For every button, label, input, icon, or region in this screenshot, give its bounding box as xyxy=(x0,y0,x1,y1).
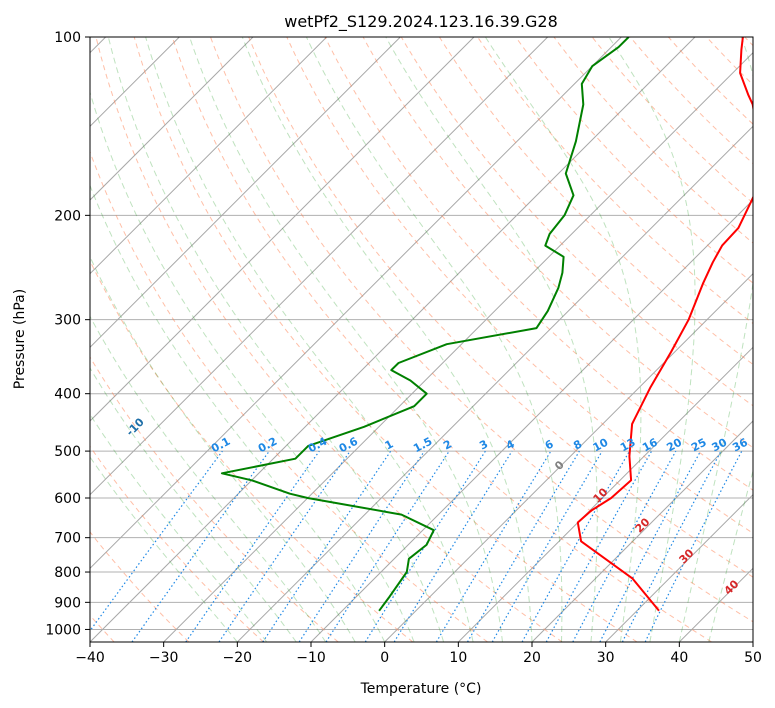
x-tick-label: 50 xyxy=(744,650,762,666)
isotherm-lines xyxy=(90,37,753,642)
mixing-ratio-line xyxy=(545,450,653,642)
mixing-ratio-line xyxy=(90,450,223,632)
x-tick-label: 0 xyxy=(380,650,389,666)
x-tick-label: 20 xyxy=(523,650,541,666)
moist-adiabat-line xyxy=(385,37,598,642)
x-tick-label: −40 xyxy=(75,650,105,666)
isotherm-line xyxy=(90,37,254,201)
sounding-series xyxy=(220,37,753,612)
mixing-ratio-line xyxy=(218,450,351,642)
plot-frame xyxy=(89,36,754,643)
y-tick-label: 800 xyxy=(54,565,81,581)
mixing-ratio-line xyxy=(521,450,631,642)
moist-adiabat-line xyxy=(90,413,268,642)
y-tick-label: 100 xyxy=(54,30,81,46)
isotherm-line xyxy=(90,37,622,570)
moist-adiabat-line xyxy=(484,37,642,642)
mixing-ratio-line xyxy=(491,450,603,642)
moist-adiabat-line xyxy=(305,37,563,642)
moist-adiabat-line xyxy=(678,37,753,642)
dry-adiabat-line xyxy=(95,37,563,642)
mixing-ratio-line xyxy=(435,450,552,642)
x-tick-label: 10 xyxy=(449,650,467,666)
mixing-ratio-label: 25 xyxy=(689,436,709,455)
mixing-ratio-label: 30 xyxy=(710,436,730,455)
dry-adiabat-line xyxy=(438,37,753,365)
y-tick-label: 400 xyxy=(54,387,81,403)
x-tick-label: 40 xyxy=(670,650,688,666)
dry-adiabat-line xyxy=(90,259,414,642)
y-tick-label: 500 xyxy=(54,444,81,460)
temperature-profile-line xyxy=(576,37,753,612)
dry-adiabat-line xyxy=(90,531,190,642)
isotherm-line xyxy=(605,493,753,642)
dry-adiabat-line xyxy=(133,37,638,642)
moist-adiabat-line xyxy=(189,37,503,642)
x-tick-label: −20 xyxy=(223,650,253,666)
mixing-ratio-label: 20 xyxy=(664,436,684,455)
isobar-lines xyxy=(90,37,753,630)
moist-adiabat-line xyxy=(107,37,445,642)
isotherm-line xyxy=(384,272,753,642)
mixing-ratio-label: 16 xyxy=(640,436,660,455)
x-tick-label: 30 xyxy=(597,650,615,666)
moist-adiabat-lines xyxy=(90,37,753,642)
moist-adiabat-line xyxy=(90,456,238,642)
mixing-ratio-line xyxy=(466,450,580,642)
x-axis-ticks: −40 −30 −20 −10 0 10 20 30 40 50 xyxy=(75,642,762,666)
y-axis-label: Pressure (hPa) xyxy=(12,289,28,389)
mixing-ratio-line xyxy=(185,450,320,642)
mixing-ratio-line xyxy=(131,450,270,642)
dry-adiabat-line xyxy=(362,37,753,449)
moist-adiabat-line xyxy=(90,184,386,642)
mixing-ratio-line xyxy=(572,450,677,642)
mixing-ratio-lines xyxy=(90,450,743,642)
moist-adiabat-line xyxy=(241,37,533,642)
y-axis-ticks: 1000 900 800 700 600 500 400 300 200 100 xyxy=(45,30,90,638)
isotherm-line xyxy=(457,346,753,642)
dry-adiabat-line xyxy=(286,37,753,534)
moist-adiabat-line xyxy=(90,255,356,642)
mixing-ratio-label: 13 xyxy=(618,436,638,455)
y-tick-label: 700 xyxy=(54,531,81,547)
moist-adiabat-line xyxy=(145,37,474,642)
mixing-ratio-label: 36 xyxy=(730,436,750,455)
y-tick-label: 900 xyxy=(54,595,81,611)
isotherm-line xyxy=(90,37,549,496)
plot-area: 0.10.20.40.611.52346810131620253036-100-… xyxy=(90,37,753,642)
dry-adiabat-line xyxy=(210,37,753,623)
dry-adiabat-line xyxy=(248,37,753,578)
moist-adiabat-line xyxy=(90,90,415,642)
mixing-ratio-label: 10 xyxy=(591,436,611,455)
x-tick-label: −30 xyxy=(149,650,179,666)
isotherm-line xyxy=(236,125,753,642)
isotherm-line xyxy=(90,37,696,642)
isotherm-line xyxy=(90,37,328,275)
y-tick-label: 300 xyxy=(54,313,81,329)
dry-adiabat-line xyxy=(90,356,339,642)
dewpoint-profile-line xyxy=(220,37,630,612)
chart-title: wetPf2_S129.2024.123.16.39.G28 xyxy=(284,12,558,32)
y-tick-label: 600 xyxy=(54,491,81,507)
y-tick-label: 1000 xyxy=(45,622,81,638)
dry-adiabat-line xyxy=(400,37,753,407)
moist-adiabat-line xyxy=(708,469,753,642)
mixing-ratio-line xyxy=(325,450,450,642)
isotherm-line xyxy=(90,37,401,349)
x-axis-label: Temperature (°C) xyxy=(360,681,482,697)
dry-adiabat-lines xyxy=(90,37,753,642)
isotherm-line xyxy=(531,420,753,642)
dry-adiabat-line xyxy=(324,37,753,491)
isotherm-line xyxy=(163,51,753,642)
isotherm-line xyxy=(90,37,475,422)
y-tick-label: 200 xyxy=(54,208,81,224)
x-tick-label: −10 xyxy=(296,650,326,666)
moist-adiabat-line xyxy=(608,37,696,642)
mixing-ratio-line xyxy=(393,450,513,642)
